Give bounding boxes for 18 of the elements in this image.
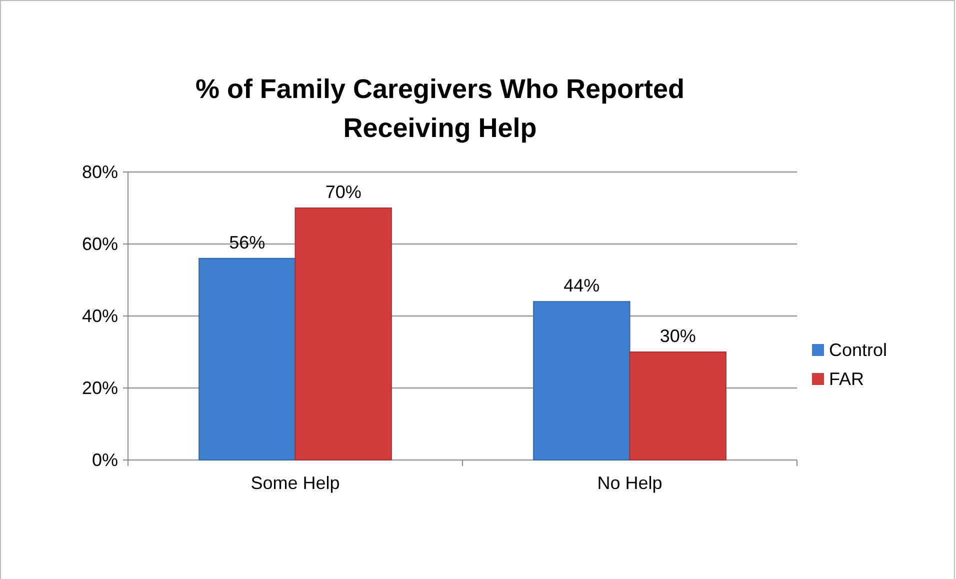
x-tick-label: No Help [597,472,662,493]
y-tick-label: 0% [92,450,118,470]
y-tick-label: 60% [82,234,118,254]
legend-label: Control [829,340,888,360]
x-tick-label: Some Help [250,472,340,493]
bar [533,301,630,460]
bar [294,208,392,460]
y-tick-label: 20% [82,378,118,398]
bar [198,258,296,460]
y-tick-label: 40% [82,306,118,326]
data-label: 44% [564,276,600,296]
chart-title: % of Family Caregivers Who Reported Receiving Help [195,74,685,143]
data-label: 56% [229,232,266,252]
legend-label: FAR [829,369,864,389]
data-label: 30% [660,326,696,346]
y-tick-label: 80% [82,162,118,182]
bar [629,352,726,460]
data-label: 70% [325,182,362,202]
